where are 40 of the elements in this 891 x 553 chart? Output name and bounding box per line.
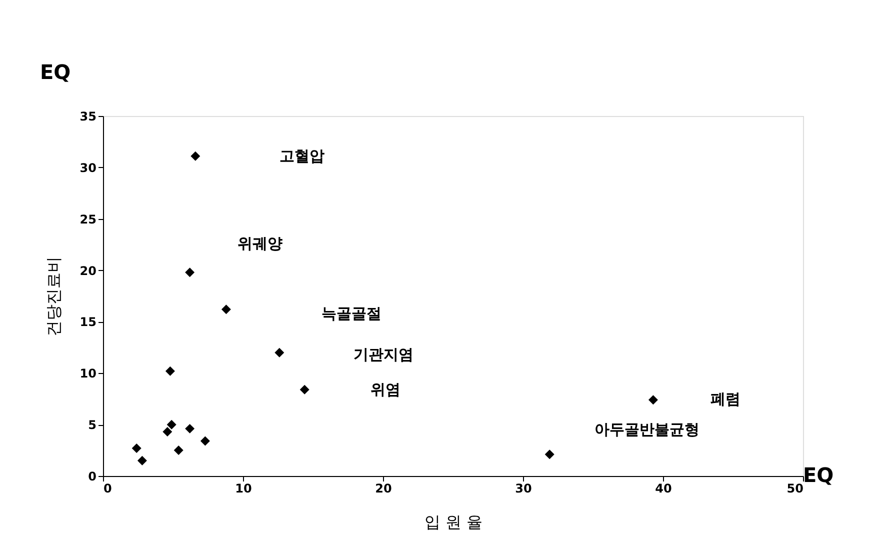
y-tick-label: 25: [80, 212, 96, 226]
x-tick-label: 50: [786, 482, 804, 496]
point: [544, 450, 554, 460]
annotation: 폐렴: [710, 390, 741, 408]
point: [274, 348, 284, 358]
x-tick-label: 40: [655, 482, 672, 496]
point: [165, 366, 175, 376]
point: [185, 424, 195, 434]
point: [162, 427, 172, 437]
annotation: EQ: [803, 463, 834, 487]
x-tick-label: 30: [515, 482, 532, 496]
point: [190, 151, 200, 161]
point: [132, 443, 142, 453]
x-tick-label: 20: [375, 482, 392, 496]
point: [221, 304, 231, 314]
y-tick-label: 30: [80, 160, 96, 175]
annotation: 기관지염: [354, 346, 414, 364]
y-axis-title: 건당진료비: [44, 256, 63, 336]
point: [648, 395, 658, 405]
y-tick-label: 0: [88, 470, 96, 484]
annotation: 고혈압: [279, 146, 324, 165]
point: [166, 420, 176, 430]
x-axis-title: 입 원 율: [424, 512, 483, 532]
text: EQ: [40, 60, 71, 84]
y-tick-label: 10: [80, 366, 96, 381]
x-tick-label: 10: [235, 482, 252, 496]
y-tick-label: 35: [80, 110, 96, 124]
annotation: 아두골반불균형: [594, 420, 700, 439]
annotation: 위염: [370, 380, 400, 399]
point: [185, 268, 195, 278]
x-tick-label: 0: [104, 482, 112, 496]
y-tick-label: 5: [88, 418, 96, 432]
annotation: 늑골골절: [321, 304, 382, 323]
point: [200, 436, 210, 446]
point: [300, 384, 310, 394]
y-tick-label: 15: [80, 315, 96, 330]
annotation: 위궤양: [237, 234, 282, 252]
point: [174, 446, 184, 456]
point: [137, 456, 147, 466]
y-tick-label: 20: [80, 264, 96, 278]
